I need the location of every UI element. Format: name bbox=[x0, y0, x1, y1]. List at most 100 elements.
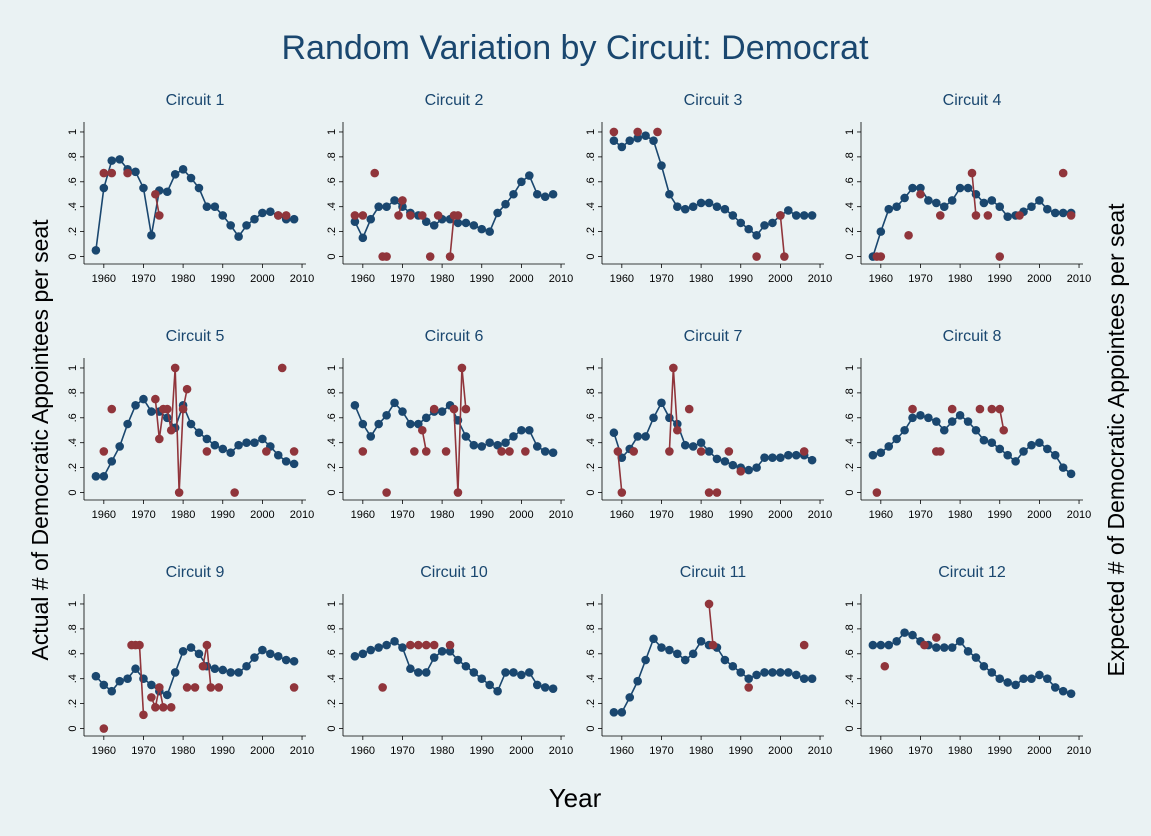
x-tick-label: 1980 bbox=[689, 273, 713, 285]
point bbox=[350, 217, 360, 226]
point bbox=[485, 680, 494, 690]
point bbox=[868, 640, 878, 650]
x-tick-label: 1980 bbox=[689, 509, 713, 521]
point bbox=[947, 643, 957, 652]
point bbox=[202, 640, 212, 650]
point bbox=[210, 440, 220, 450]
point bbox=[776, 453, 785, 462]
point bbox=[532, 442, 542, 451]
point bbox=[151, 703, 160, 712]
point bbox=[115, 442, 124, 451]
point bbox=[752, 463, 761, 472]
x-tick-label: 2000 bbox=[1027, 273, 1051, 285]
point bbox=[289, 683, 299, 692]
point bbox=[182, 384, 192, 394]
point bbox=[115, 676, 124, 686]
series-segment bbox=[158, 408, 165, 440]
point bbox=[995, 444, 1005, 454]
x-tick-label: 2000 bbox=[1027, 509, 1051, 521]
y-tick-label: .4 bbox=[585, 438, 597, 447]
point bbox=[453, 488, 463, 497]
x-tick-label: 1980 bbox=[430, 745, 454, 757]
point bbox=[398, 407, 407, 416]
point bbox=[123, 168, 132, 178]
x-tick-label: 1960 bbox=[869, 509, 893, 521]
y-tick-label: .8 bbox=[585, 152, 597, 161]
x-tick-label: 1970 bbox=[131, 273, 155, 285]
x-tick-label: 2010 bbox=[808, 745, 832, 757]
x-tick-label: 1960 bbox=[351, 273, 375, 285]
point bbox=[649, 136, 658, 145]
y-tick-label: .4 bbox=[844, 202, 856, 211]
point bbox=[505, 447, 514, 456]
point bbox=[1058, 168, 1068, 178]
point bbox=[202, 202, 212, 212]
point bbox=[947, 404, 957, 414]
figure-title: Random Variation by Circuit: Democrat bbox=[281, 29, 869, 67]
point bbox=[281, 457, 291, 466]
y-tick-label: .2 bbox=[326, 227, 338, 236]
point bbox=[963, 183, 973, 193]
x-tick-label: 2010 bbox=[290, 509, 314, 521]
x-tick-label: 2010 bbox=[290, 745, 314, 757]
point bbox=[916, 183, 925, 193]
point bbox=[398, 196, 407, 205]
panel-title: Circuit 9 bbox=[166, 564, 225, 581]
y-tick-label: .6 bbox=[67, 413, 79, 422]
x-tick-label: 1980 bbox=[948, 509, 972, 521]
point bbox=[289, 214, 299, 224]
point bbox=[151, 394, 160, 404]
point bbox=[768, 453, 777, 462]
point bbox=[107, 404, 117, 414]
point bbox=[477, 224, 487, 234]
point bbox=[657, 398, 666, 408]
y-tick-label: .4 bbox=[844, 674, 856, 683]
point bbox=[892, 434, 901, 444]
y-tick-label: .8 bbox=[326, 624, 338, 633]
point bbox=[509, 668, 518, 677]
panel-title: Circuit 10 bbox=[420, 564, 488, 581]
point bbox=[548, 448, 558, 457]
point bbox=[625, 136, 635, 145]
point bbox=[876, 252, 886, 261]
point bbox=[194, 428, 204, 438]
point bbox=[633, 127, 642, 137]
point bbox=[91, 671, 101, 681]
point bbox=[273, 450, 283, 460]
point bbox=[234, 440, 243, 450]
point bbox=[281, 655, 291, 665]
point bbox=[99, 447, 109, 456]
point bbox=[170, 668, 180, 677]
point bbox=[1043, 444, 1052, 454]
point bbox=[425, 252, 435, 261]
point bbox=[461, 432, 471, 441]
x-tick-label: 2010 bbox=[1067, 509, 1091, 521]
point bbox=[617, 142, 627, 152]
point bbox=[230, 488, 239, 497]
point bbox=[123, 674, 132, 684]
point bbox=[99, 168, 109, 178]
panel-title: Circuit 1 bbox=[166, 92, 225, 109]
point bbox=[633, 133, 642, 143]
point bbox=[704, 198, 714, 208]
point bbox=[525, 425, 534, 435]
y-tick-label: 0 bbox=[844, 725, 856, 731]
series-segment bbox=[449, 215, 455, 257]
y-tick-label: .4 bbox=[67, 202, 79, 211]
x-tick-label: 1970 bbox=[908, 273, 932, 285]
point bbox=[517, 177, 526, 187]
y-tick-label: .6 bbox=[585, 649, 597, 658]
y-tick-label: 0 bbox=[585, 489, 597, 495]
point bbox=[525, 668, 534, 677]
point bbox=[289, 656, 299, 666]
x-tick-label: 1990 bbox=[988, 745, 1012, 757]
point bbox=[540, 683, 550, 692]
point bbox=[147, 680, 156, 690]
x-tick-label: 1960 bbox=[610, 509, 634, 521]
point bbox=[350, 211, 360, 220]
y2-axis-label: Expected # of Democratic Appointees per … bbox=[1103, 203, 1129, 677]
point bbox=[477, 674, 487, 684]
point bbox=[963, 646, 973, 656]
point bbox=[350, 651, 360, 661]
point bbox=[971, 425, 981, 435]
